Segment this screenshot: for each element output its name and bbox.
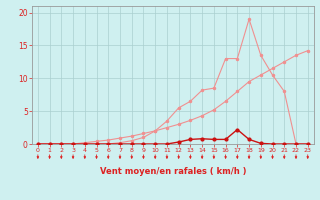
X-axis label: Vent moyen/en rafales ( km/h ): Vent moyen/en rafales ( km/h ) — [100, 167, 246, 176]
